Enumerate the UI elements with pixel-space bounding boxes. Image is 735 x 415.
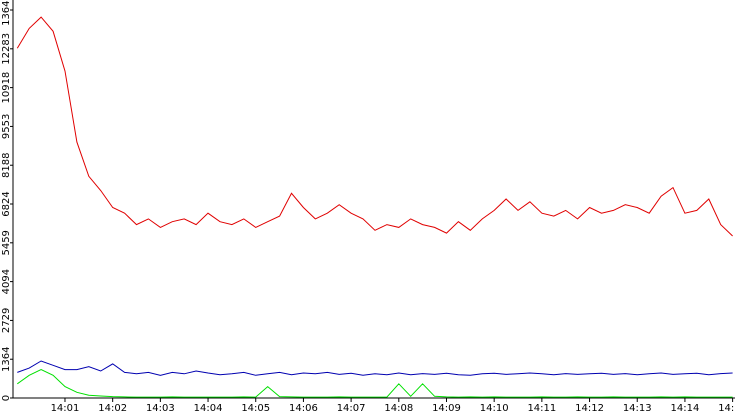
y-tick-label: 2729 xyxy=(1,308,12,333)
y-tick-label: 10918 xyxy=(1,72,12,104)
x-tick-label: 14:09 xyxy=(432,403,461,414)
series-line xyxy=(17,360,733,376)
series-line xyxy=(17,369,733,398)
y-tick-label: 4094 xyxy=(1,269,12,294)
x-tick-label: 14:06 xyxy=(289,403,318,414)
x-tick-label: 14:13 xyxy=(623,403,652,414)
y-tick-label: 13648 xyxy=(1,0,12,26)
y-tick-label: 9553 xyxy=(1,114,12,139)
x-tick-label: 14:07 xyxy=(337,403,366,414)
x-tick-label: 14:12 xyxy=(575,403,604,414)
x-tick-label: 14:15 xyxy=(718,403,735,414)
x-tick-label: 14:01 xyxy=(51,403,80,414)
y-tick-label: 6824 xyxy=(1,191,12,216)
x-tick-label: 14:05 xyxy=(241,403,270,414)
y-tick-label: 8188 xyxy=(1,153,12,178)
x-tick-label: 14:02 xyxy=(98,403,127,414)
y-tick-label: 12283 xyxy=(1,33,12,65)
x-tick-label: 14:11 xyxy=(527,403,556,414)
x-tick-label: 14:10 xyxy=(480,403,509,414)
x-tick-label: 14:03 xyxy=(146,403,175,414)
x-tick-label: 14:08 xyxy=(384,403,413,414)
x-tick-label: 14:14 xyxy=(671,403,700,414)
y-tick-label: 0 xyxy=(1,395,12,401)
y-tick-label: 5459 xyxy=(1,230,12,255)
series-line xyxy=(16,16,733,237)
x-tick-label: 14:04 xyxy=(194,403,223,414)
y-tick-label: 1364 xyxy=(1,346,12,371)
